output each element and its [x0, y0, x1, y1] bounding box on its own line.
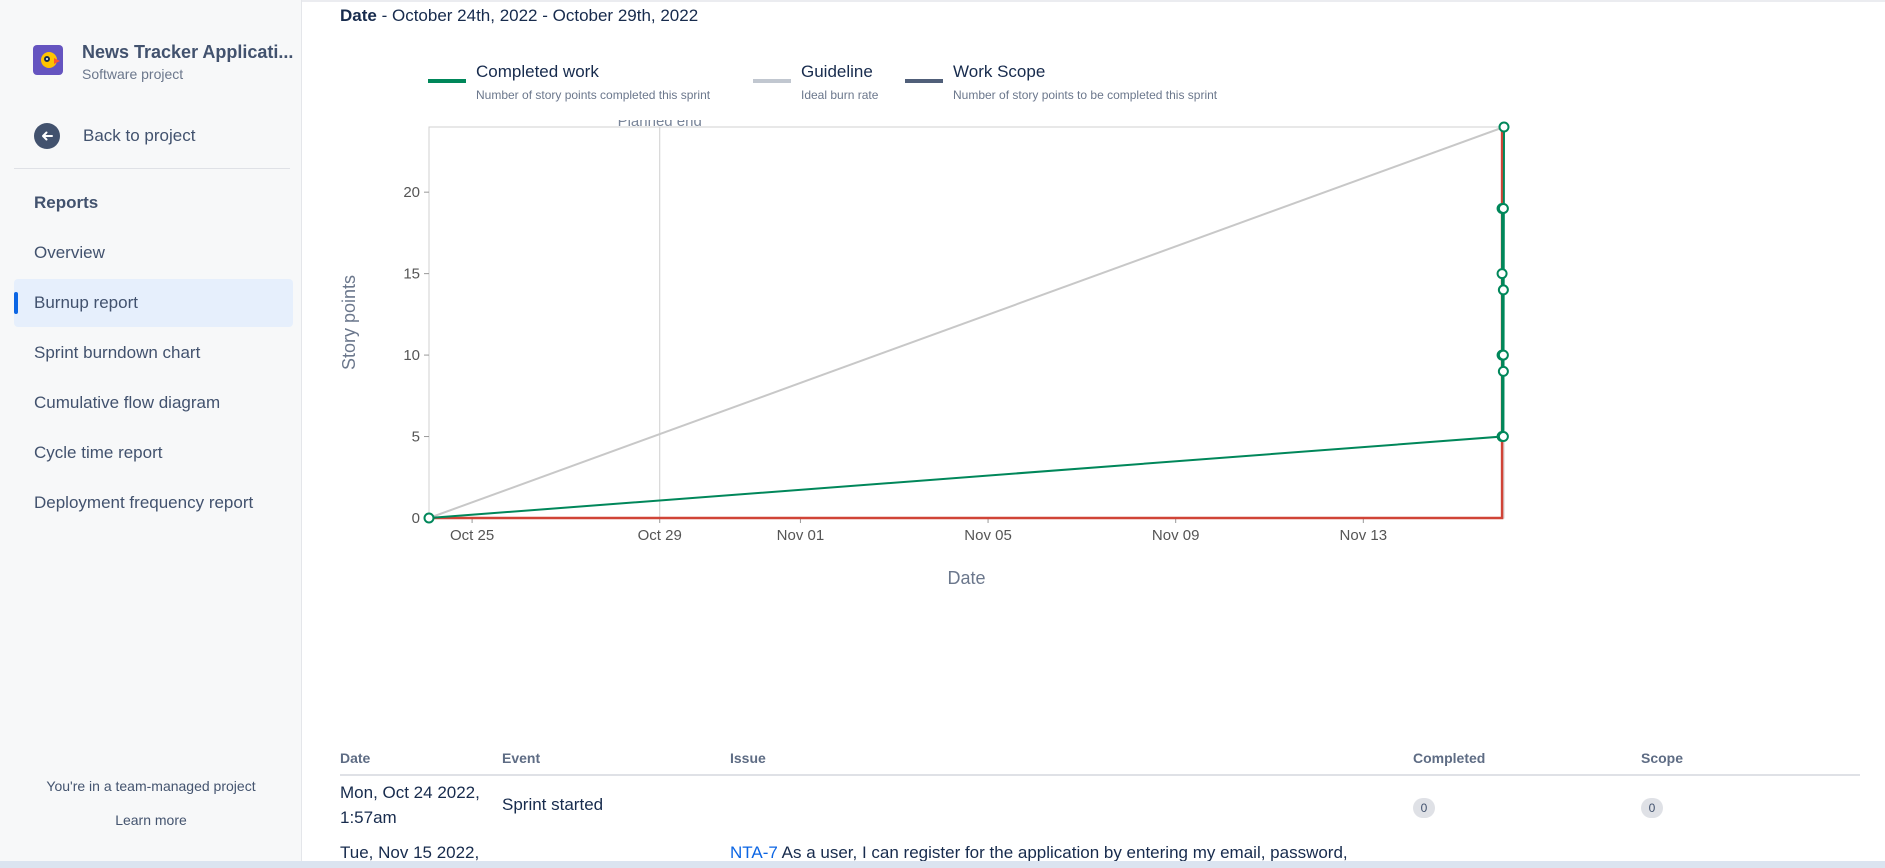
sidebar-item-burnup-report[interactable]: Burnup report — [14, 279, 293, 327]
x-tick-label: Nov 01 — [777, 527, 825, 544]
table-row: Tue, Nov 15 2022, NTA-7 As a user, I can… — [340, 840, 1860, 868]
burnup-chart: 0 5 10 15 20 Oct 25 Oct 29 Nov 01 Nov 05 Nov 09 No… — [339, 120, 1510, 588]
guideline-series-line — [428, 126, 1505, 519]
row-date-line1: Tue, Nov 15 2022, — [340, 843, 480, 862]
row-date-line2: 1:57am — [340, 808, 397, 827]
reports-section-title: Reports — [34, 193, 99, 212]
completed-work-point — [1496, 268, 1508, 280]
x-tick-label: Oct 25 — [450, 527, 494, 544]
row-issue: NTA-7 As a user, I can register for the … — [730, 840, 1348, 865]
events-table: Date Event Issue Completed Scope Mon, Oc… — [340, 742, 1860, 868]
y-tick-label: 15 — [403, 266, 420, 283]
team-managed-note: You're in a team-managed project — [46, 778, 256, 794]
sidebar-item-overview[interactable]: Overview — [34, 243, 105, 262]
bottom-scroll-bar — [0, 861, 1885, 868]
y-tick-label: 20 — [403, 184, 420, 201]
completed-work-point — [1497, 431, 1509, 443]
header-event: Event — [502, 750, 541, 766]
project-name[interactable]: News Tracker Applicati... — [82, 42, 294, 62]
header-scope: Scope — [1641, 750, 1684, 766]
header-completed: Completed — [1413, 750, 1486, 766]
completed-work-point — [1497, 365, 1509, 377]
completed-work-point — [1498, 121, 1510, 133]
header-issue: Issue — [730, 750, 766, 766]
project-header[interactable]: News Tracker Applicati... Software proje… — [33, 41, 293, 83]
x-axis-label: Date — [947, 568, 985, 588]
legend-swatch — [428, 79, 466, 83]
legend-title: Work Scope — [953, 62, 1046, 81]
x-tick-label: Nov 05 — [964, 527, 1012, 544]
legend-title: Guideline — [801, 62, 873, 81]
back-to-project-label: Back to project — [83, 126, 196, 145]
completed-work-point — [1497, 202, 1509, 214]
table-header: Date Event Issue Completed Scope — [340, 742, 1860, 776]
legend-swatch — [753, 79, 791, 83]
x-tick-label: Nov 09 — [1152, 527, 1200, 544]
project-avatar-icon — [33, 45, 63, 75]
y-axis-label: Story points — [339, 275, 359, 370]
date-range-value: - October 24th, 2022 - October 29th, 202… — [376, 6, 699, 25]
legend-description: Number of story points to be completed t… — [953, 88, 1218, 102]
issue-summary: As a user, I can register for the applic… — [777, 843, 1348, 862]
sprint-date-range: Date - October 24th, 2022 - October 29th… — [340, 6, 698, 26]
back-to-project-button[interactable]: Back to project — [34, 123, 195, 149]
scope-badge: 0 — [1641, 798, 1663, 818]
date-label: Date — [340, 6, 377, 25]
sidebar-item-deployment-frequency-report[interactable]: Deployment frequency report — [34, 493, 254, 512]
legend-swatch — [905, 79, 943, 83]
completed-work-point — [1497, 349, 1509, 361]
divider — [14, 168, 290, 169]
completed-work-point — [423, 512, 435, 524]
sidebar-item-cumulative-flow-diagram[interactable]: Cumulative flow diagram — [34, 393, 221, 412]
planned-end-label: Planned end — [618, 120, 702, 130]
y-tick-label: 0 — [412, 510, 420, 527]
sidebar-item-sprint-burndown-chart[interactable]: Sprint burndown chart — [34, 343, 201, 362]
issue-link[interactable]: NTA-7 — [730, 843, 778, 862]
top-border — [302, 0, 1885, 2]
table-row: Mon, Oct 24 2022, 1:57am Sprint started … — [340, 776, 1860, 840]
completed-work-point — [1497, 284, 1509, 296]
sidebar-item-cycle-time-report[interactable]: Cycle time report — [34, 443, 163, 462]
legend-description: Number of story points completed this sp… — [476, 88, 711, 102]
legend-title: Completed work — [476, 62, 599, 81]
x-tick-label: Nov 13 — [1340, 527, 1388, 544]
legend-description: Ideal burn rate — [801, 88, 879, 102]
learn-more-link[interactable]: Learn more — [115, 812, 187, 828]
header-date: Date — [340, 750, 371, 766]
y-tick-label: 5 — [412, 429, 420, 446]
row-event: Sprint started — [502, 795, 604, 814]
sidebar: News Tracker Applicati... Software proje… — [0, 0, 302, 868]
row-date-line1: Mon, Oct 24 2022, — [340, 783, 480, 802]
arrow-left-icon — [34, 123, 60, 149]
row-date: Mon, Oct 24 2022, 1:57am — [340, 780, 480, 830]
completed-badge: 0 — [1413, 798, 1435, 818]
project-type: Software project — [82, 66, 184, 82]
y-tick-label: 10 — [403, 347, 420, 364]
x-tick-label: Oct 29 — [638, 527, 682, 544]
